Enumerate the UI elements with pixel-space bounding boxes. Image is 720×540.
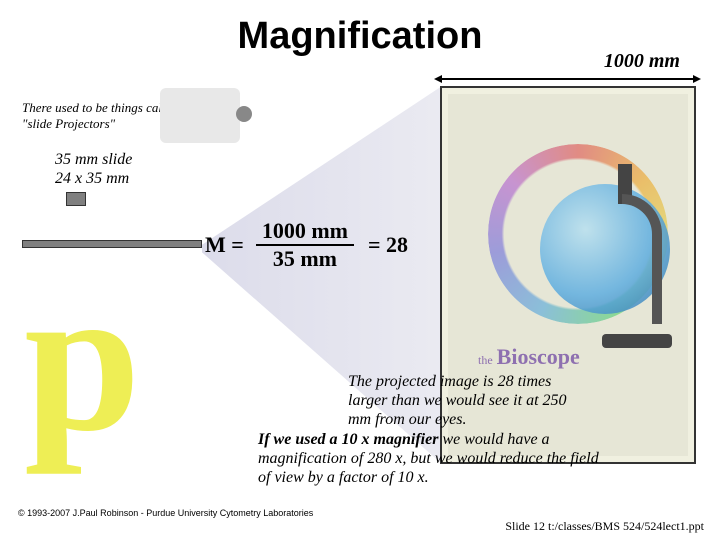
magnification-formula: M = 1000 mm 35 mm = 28 (205, 218, 408, 272)
explain-p1-l1: The projected image is 28 times (348, 372, 698, 391)
slide-path-text: Slide 12 t:/classes/BMS 524/524lect1.ppt (505, 519, 704, 534)
dimension-1000mm: 1000 mm (604, 50, 680, 73)
bioscope-the: the (478, 353, 493, 367)
slide-35mm-label: 35 mm slide 24 x 35 mm (55, 150, 132, 188)
bioscope-label: the Bioscope (478, 344, 580, 370)
projector-image (160, 88, 240, 143)
big-letter-p: p (24, 270, 141, 449)
formula-fraction: 1000 mm 35 mm (256, 218, 354, 272)
microscope-icon (598, 164, 668, 364)
explain-p2-l3: of view by a factor of 10 x. (258, 468, 698, 487)
explain-p2-rest1: we would have a (438, 431, 549, 448)
formula-numerator: 1000 mm (256, 218, 354, 246)
formula-denominator: 35 mm (267, 246, 343, 272)
copyright-text: © 1993-2007 J.Paul Robinson - Purdue Uni… (18, 508, 313, 518)
explain-p2-bold: If we used a 10 x magnifier (258, 431, 438, 448)
note-line1: There used to be things calle (22, 100, 171, 116)
formula-m-eq: M = (205, 232, 244, 258)
note-line2: "slide Projectors" (22, 116, 171, 132)
explain-p1-l3: mm from our eyes. (348, 410, 698, 429)
explain-p2-l2: magnification of 280 x, but we would red… (258, 449, 698, 468)
slide-label-l2: 24 x 35 mm (55, 169, 132, 188)
explain-p2-l1: If we used a 10 x magnifier we would hav… (258, 430, 698, 449)
explain-p1-l2: larger than we would see it at 250 (348, 391, 698, 410)
explanation-text: The projected image is 28 times larger t… (258, 372, 698, 487)
bioscope-big: Bioscope (497, 344, 580, 369)
note-slide-projectors: There used to be things calle "slide Pro… (22, 100, 171, 131)
formula-result: = 28 (368, 232, 408, 258)
dimension-arrow-1000 (440, 78, 695, 80)
slide-label-l1: 35 mm slide (55, 150, 132, 169)
small-grey-block (66, 192, 86, 206)
